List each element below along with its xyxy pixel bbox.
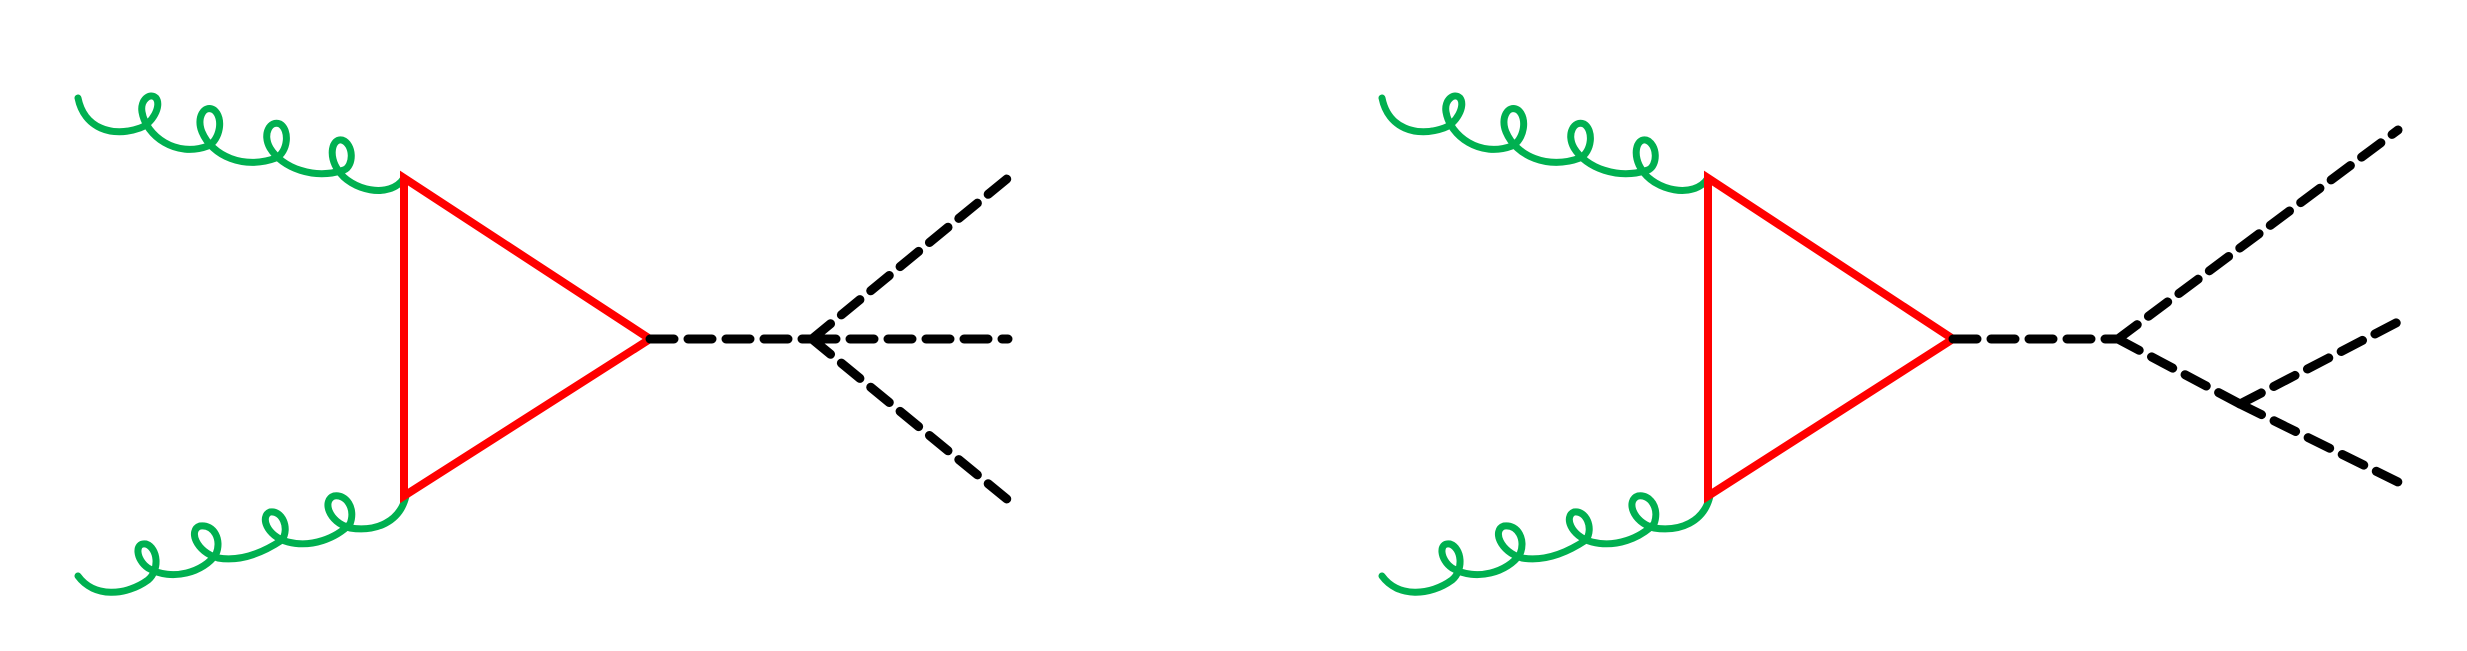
diagram-2-final-scalar-lower xyxy=(2235,399,2403,487)
diagram-2-intermediate-scalar xyxy=(2113,334,2245,409)
diagram-2-gluon-lower xyxy=(1378,492,1714,596)
diagram-1 xyxy=(74,92,1013,596)
diagram-1-gluon-lower xyxy=(74,492,410,596)
diagram-1-gluon-upper xyxy=(74,92,408,194)
diagram-1-final-scalar-upper xyxy=(807,173,1013,344)
diagram-2-final-scalar-middle xyxy=(2235,317,2403,409)
diagram-1-final-scalar-lower xyxy=(807,334,1013,505)
diagram-2 xyxy=(1378,92,2403,596)
diagram-1-quark-loop-triangle xyxy=(400,170,658,504)
diagram-2-quark-loop-triangle xyxy=(1704,170,1961,504)
diagram-2-final-scalar-upper xyxy=(2113,125,2403,344)
diagram-2-gluon-upper xyxy=(1378,92,1712,194)
